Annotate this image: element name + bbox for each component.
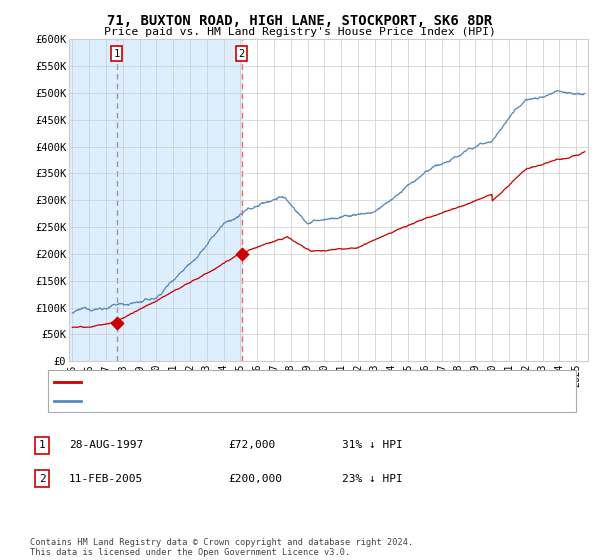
Text: Contains HM Land Registry data © Crown copyright and database right 2024.
This d: Contains HM Land Registry data © Crown c… — [30, 538, 413, 557]
Text: 71, BUXTON ROAD, HIGH LANE, STOCKPORT, SK6 8DR: 71, BUXTON ROAD, HIGH LANE, STOCKPORT, S… — [107, 14, 493, 28]
Text: 2: 2 — [239, 49, 245, 59]
Text: £200,000: £200,000 — [228, 474, 282, 484]
Text: 1: 1 — [113, 49, 119, 59]
Bar — [69, 39, 242, 361]
Text: 71, BUXTON ROAD, HIGH LANE, STOCKPORT, SK6 8DR (detached house): 71, BUXTON ROAD, HIGH LANE, STOCKPORT, S… — [85, 377, 463, 387]
Text: 23% ↓ HPI: 23% ↓ HPI — [342, 474, 403, 484]
Text: 11-FEB-2005: 11-FEB-2005 — [69, 474, 143, 484]
Text: HPI: Average price, detached house, Stockport: HPI: Average price, detached house, Stoc… — [85, 396, 355, 406]
Text: 2: 2 — [38, 474, 46, 484]
Point — [112, 318, 121, 327]
Text: Price paid vs. HM Land Registry's House Price Index (HPI): Price paid vs. HM Land Registry's House … — [104, 27, 496, 37]
Text: 1: 1 — [38, 440, 46, 450]
Text: £72,000: £72,000 — [228, 440, 275, 450]
Text: 28-AUG-1997: 28-AUG-1997 — [69, 440, 143, 450]
Text: 31% ↓ HPI: 31% ↓ HPI — [342, 440, 403, 450]
Point — [237, 249, 247, 258]
